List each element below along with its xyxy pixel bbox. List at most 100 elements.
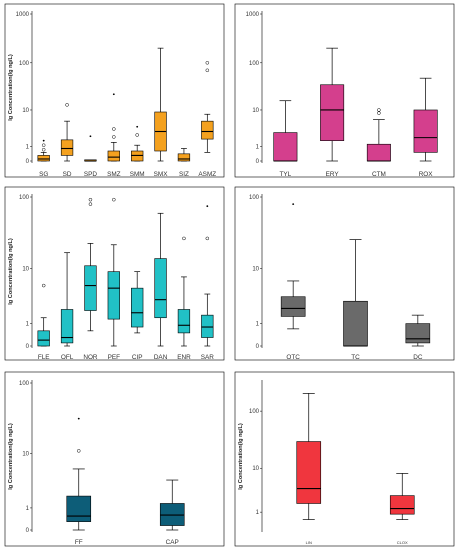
extreme-point xyxy=(206,205,209,208)
y-tick-label: 1 xyxy=(26,144,30,150)
outlier-point xyxy=(88,202,93,206)
panel-frame xyxy=(234,371,455,547)
outlier-point xyxy=(205,61,210,65)
panel-frame xyxy=(4,186,225,361)
extreme-point xyxy=(89,135,92,138)
y-tick-label: 1000 xyxy=(16,12,30,18)
box-clox: CLOX xyxy=(389,473,415,545)
category-label: CLOX xyxy=(397,540,408,545)
outlier-point xyxy=(41,147,46,152)
panel-frame xyxy=(4,371,225,547)
iqr-box xyxy=(154,258,167,319)
box-tc: TC xyxy=(343,239,368,361)
outlier-point xyxy=(182,236,186,241)
y-tick-label: 1 xyxy=(256,144,260,150)
box-ery: ERY xyxy=(320,47,345,178)
y-tick-label: 0 xyxy=(26,528,30,534)
y-tick-label: 100 xyxy=(19,381,30,387)
y-tick-label: 1000 xyxy=(246,12,260,18)
panel-frame xyxy=(4,3,225,178)
iqr-box xyxy=(413,109,438,153)
chart-panel-4: 0 1 10 100 OTC TC DC xyxy=(234,186,455,361)
iqr-box xyxy=(320,84,345,141)
y-tick-label: 1 xyxy=(26,322,30,328)
box-dan: DAN xyxy=(154,212,168,361)
outlier-point xyxy=(135,133,139,137)
box-ctm: CTM xyxy=(366,108,391,178)
y-tick-label: 1 xyxy=(256,510,260,516)
category-label: SMZ xyxy=(107,171,121,178)
outlier-point xyxy=(41,143,46,147)
category-label: ROX xyxy=(419,171,434,178)
iqr-box xyxy=(296,441,322,504)
iqr-box xyxy=(60,139,74,156)
category-label: OTC xyxy=(286,354,300,361)
category-label: ERY xyxy=(326,171,340,178)
outlier-point xyxy=(41,283,46,288)
box-smm: SMM xyxy=(130,125,145,178)
box-cip: CIP xyxy=(131,271,144,361)
category-label: DC xyxy=(413,354,423,361)
outlier-point xyxy=(377,111,381,115)
box-tyl: TYL xyxy=(273,100,298,178)
box-sg: SG xyxy=(37,139,50,178)
chart-panel-6: lg Concentration(lg ng/L) 1 10 100 LIN CLOX xyxy=(234,371,455,547)
category-label: TYL xyxy=(280,171,292,178)
extreme-point xyxy=(42,139,45,142)
iqr-box xyxy=(177,153,191,162)
iqr-box xyxy=(201,314,214,338)
y-axis-label: lg Concentration(lg ng/L) xyxy=(238,423,244,490)
outlier-point xyxy=(77,449,81,453)
y-tick-label: 100 xyxy=(19,61,30,67)
chart-panel-2: 0 1 10 100 1000 TYL ERY CTM ROX xyxy=(234,3,455,178)
iqr-box xyxy=(201,120,214,140)
y-tick-label: 1 xyxy=(256,322,260,328)
y-tick-label: 10 xyxy=(22,452,29,458)
category-label: SMM xyxy=(130,171,145,178)
iqr-box xyxy=(84,265,97,311)
extreme-point xyxy=(112,93,115,96)
y-tick-label: 0 xyxy=(256,344,260,350)
y-tick-label: 10 xyxy=(252,466,259,472)
outlier-point xyxy=(65,103,69,107)
outlier-point xyxy=(112,135,116,139)
iqr-box xyxy=(37,330,50,347)
outlier-point xyxy=(112,127,116,131)
y-tick-label: 100 xyxy=(249,409,260,415)
y-tick-label: 100 xyxy=(249,61,260,67)
iqr-box xyxy=(273,132,298,162)
y-tick-label: 10 xyxy=(252,108,259,114)
category-label: PEF xyxy=(108,354,121,361)
iqr-box xyxy=(389,495,415,515)
y-tick-label: 0 xyxy=(26,344,30,350)
category-label: ENR xyxy=(177,354,191,361)
iqr-box xyxy=(343,300,368,347)
category-label: FLE xyxy=(38,354,50,361)
y-axis-label: lg Concentration(lg ng/L) xyxy=(8,238,14,305)
chart-panel-5: lg Concentration(lg ng/L) 0 1 10 100 FF CAP xyxy=(4,371,225,547)
y-tick-label: 0 xyxy=(26,159,30,165)
box-otc: OTC xyxy=(280,203,306,361)
box-sar: SAR xyxy=(201,205,214,361)
box-dc: DC xyxy=(405,314,431,361)
outlier-point xyxy=(205,68,210,73)
category-label: LIN xyxy=(306,540,312,545)
y-axis-label: lg Concentration(lg ng/L) xyxy=(8,54,14,121)
category-label: SG xyxy=(39,171,48,178)
box-sd: SD xyxy=(60,103,74,178)
category-label: TC xyxy=(351,354,360,361)
iqr-box xyxy=(280,296,306,317)
iqr-box xyxy=(366,143,391,162)
box-pef: PEF xyxy=(108,197,121,361)
box-ff: FF xyxy=(66,417,92,546)
category-label: NOR xyxy=(83,354,98,361)
outlier-point xyxy=(88,197,93,202)
outlier-point xyxy=(377,108,381,112)
iqr-box xyxy=(131,287,144,328)
box-asmz: ASMZ xyxy=(198,61,216,178)
y-tick-label: 0 xyxy=(256,159,260,165)
box-rox: ROX xyxy=(413,77,438,178)
extreme-point xyxy=(136,125,139,128)
y-tick-label: 100 xyxy=(19,195,30,201)
